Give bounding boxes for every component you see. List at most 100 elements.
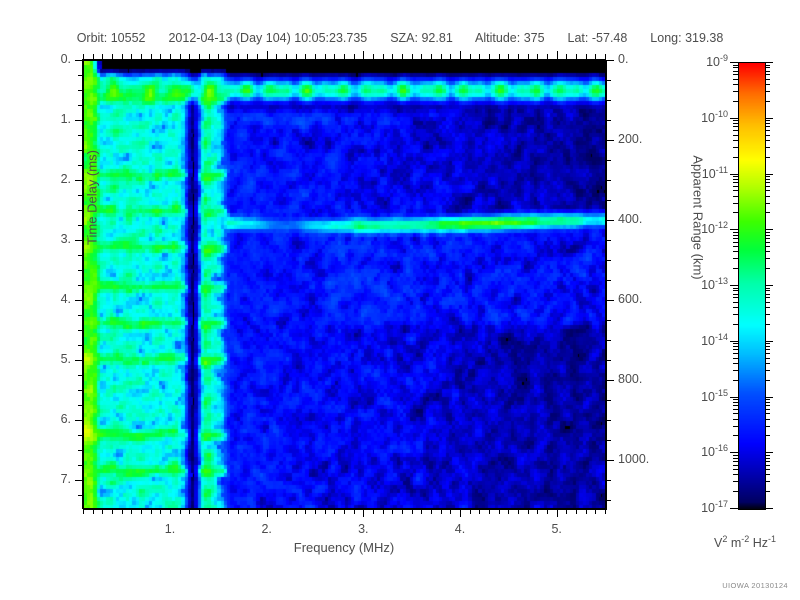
axis-tick <box>78 465 83 466</box>
axis-tick <box>296 54 297 59</box>
sza-label: SZA: <box>390 31 418 45</box>
axis-tick <box>354 509 355 514</box>
axis-tick <box>276 54 277 59</box>
axis-tick <box>765 405 770 406</box>
axis-tick <box>363 509 364 517</box>
axis-tick <box>733 290 738 291</box>
axis-tick <box>733 324 738 325</box>
x-tick-label: 2. <box>261 522 272 536</box>
axis-tick <box>765 229 773 230</box>
axis-tick <box>606 300 614 301</box>
colorbar-tick-label: 10-16 <box>701 443 728 459</box>
axis-tick <box>606 360 611 361</box>
axis-tick <box>765 419 770 420</box>
axis-tick <box>441 509 442 514</box>
axis-tick <box>765 399 770 400</box>
axis-tick <box>765 343 770 344</box>
colorbar-tick-label: 10-17 <box>701 499 728 515</box>
axis-tick <box>383 54 384 59</box>
axis-tick <box>733 235 738 236</box>
colorbar-tick-exponent: -11 <box>715 164 728 175</box>
x-tick-label: 1. <box>164 522 176 536</box>
axis-tick <box>78 225 83 226</box>
axis-tick <box>247 54 248 59</box>
axis-tick <box>508 509 509 514</box>
axis-tick <box>383 509 384 514</box>
axis-tick <box>730 229 738 230</box>
axis-tick <box>344 54 345 59</box>
axis-tick <box>141 54 142 59</box>
axis-tick <box>765 196 770 197</box>
colorbar-tick-exponent: -17 <box>714 499 728 509</box>
axis-tick <box>606 500 611 501</box>
axis-tick <box>765 307 770 308</box>
axis-tick <box>606 340 611 341</box>
axis-tick <box>733 491 738 492</box>
axis-tick <box>765 251 770 252</box>
axis-tick <box>733 358 738 359</box>
axis-tick <box>765 238 770 239</box>
axis-tick <box>733 409 738 410</box>
axis-tick <box>765 118 773 119</box>
axis-tick <box>508 54 509 59</box>
x-tick-label: 3. <box>358 522 369 536</box>
axis-tick <box>733 402 738 403</box>
colorbar-tick-base: 10 <box>701 333 715 348</box>
axis-tick <box>78 375 83 376</box>
colorbar-unit: V2 m-2 Hz-1 <box>690 534 800 550</box>
axis-tick <box>730 508 738 509</box>
axis-tick <box>421 54 422 59</box>
axis-tick <box>93 509 94 514</box>
axis-tick <box>286 54 287 59</box>
axis-tick <box>412 54 413 59</box>
axis-tick <box>765 91 770 92</box>
axis-tick <box>765 147 770 148</box>
axis-tick <box>765 182 770 183</box>
axis-tick <box>765 120 770 121</box>
header-info: Orbit: 10552 2012-04-13 (Day 104) 10:05:… <box>0 31 800 45</box>
ionogram-heatmap <box>83 60 607 510</box>
axis-tick <box>257 509 258 514</box>
axis-tick <box>733 314 738 315</box>
y-tick-label: 2. <box>60 171 71 186</box>
axis-tick <box>765 465 770 466</box>
colorbar-tick-exponent: -14 <box>714 331 728 342</box>
axis-tick <box>421 509 422 514</box>
axis-tick <box>75 360 83 361</box>
colorbar <box>738 62 766 510</box>
x-tick-label: 4. <box>454 522 466 536</box>
axis-tick <box>305 509 306 514</box>
axis-tick <box>576 54 577 59</box>
axis-tick <box>78 195 83 196</box>
axis-tick <box>765 409 770 410</box>
axis-tick <box>470 509 471 514</box>
axis-tick <box>122 509 123 514</box>
long-label: Long: <box>650 31 682 45</box>
axis-tick <box>518 54 519 59</box>
axis-tick <box>765 203 770 204</box>
axis-tick <box>765 79 770 80</box>
axis-tick <box>170 54 171 59</box>
colorbar-tick-base: 10 <box>701 389 715 404</box>
y-tick-label: 6. <box>60 411 71 426</box>
unit-v: V <box>713 536 723 551</box>
axis-tick <box>765 186 770 187</box>
axis-tick <box>765 246 770 247</box>
axis-tick <box>595 54 596 59</box>
axis-tick <box>354 54 355 59</box>
axis-tick <box>586 509 587 514</box>
axis-tick <box>606 180 611 181</box>
axis-tick <box>733 465 738 466</box>
y2-tick-label: 600. <box>618 292 643 306</box>
axis-tick <box>733 182 738 183</box>
axis-tick <box>733 74 738 75</box>
axis-tick <box>78 105 83 106</box>
colorbar-tick-exponent: -10 <box>714 108 728 119</box>
axis-tick <box>733 426 738 427</box>
axis-tick <box>75 240 83 241</box>
axis-tick <box>733 123 738 124</box>
colorbar-tick-label: 10-11 <box>702 165 728 181</box>
axis-tick <box>412 509 413 514</box>
unit-hz-exp: -1 <box>768 534 777 544</box>
axis-tick <box>160 509 161 514</box>
